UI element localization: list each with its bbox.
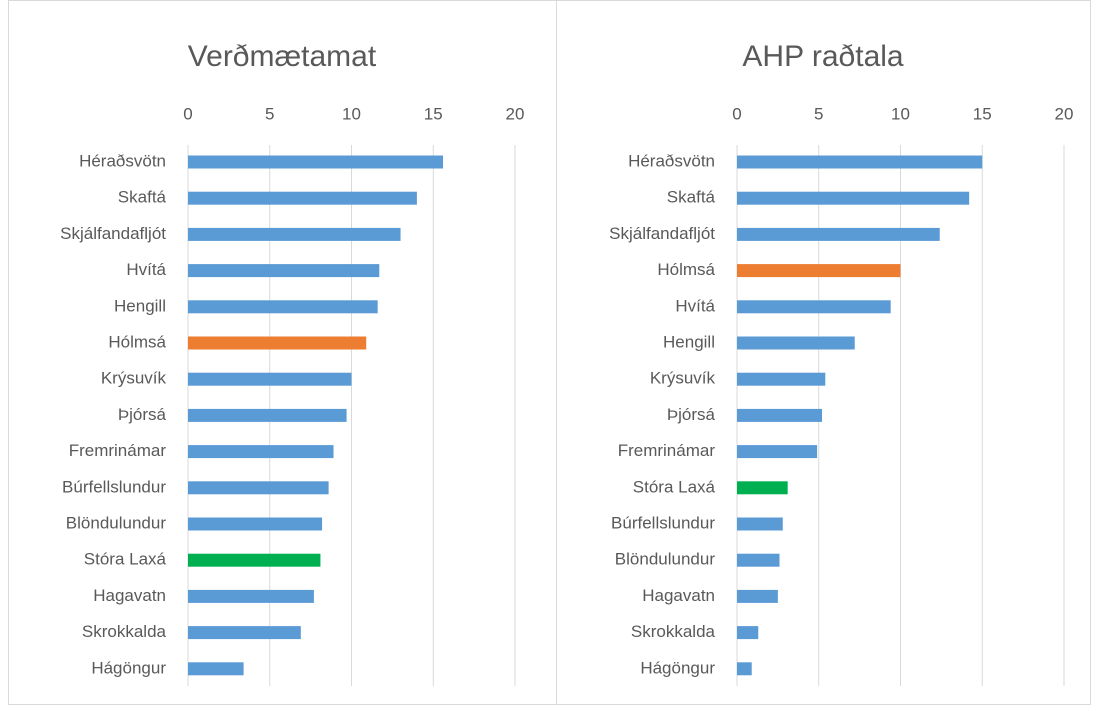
bar [737, 300, 891, 314]
category-label: Blöndulundur [615, 550, 716, 569]
bar [188, 445, 334, 459]
category-label: Krýsuvík [101, 369, 167, 388]
category-label: Skrokkalda [82, 622, 167, 641]
bar [188, 408, 347, 422]
bar [737, 445, 818, 459]
bar [737, 227, 940, 241]
category-label: Hágöngur [640, 658, 715, 677]
category-label: Skaftá [118, 188, 167, 207]
panel-border [556, 0, 1091, 705]
bar [737, 662, 752, 676]
category-label: Skaftá [667, 188, 716, 207]
bar [188, 626, 301, 640]
category-label: Hagavatn [642, 586, 715, 605]
bar [737, 553, 780, 567]
x-tick-label: 20 [1055, 104, 1074, 123]
category-label: Hvítá [675, 296, 715, 315]
bar [188, 481, 329, 495]
category-label: Þjórsá [118, 405, 167, 424]
bar [737, 589, 778, 603]
category-label: Fremrinámar [618, 441, 716, 460]
x-tick-label: 5 [265, 104, 274, 123]
bar [188, 300, 378, 314]
category-label: Héraðsvötn [79, 151, 166, 170]
category-label: Skjálfandafljót [60, 224, 166, 243]
bar [737, 408, 823, 422]
category-label: Búrfellslundur [62, 477, 166, 496]
category-label: Hólmsá [108, 332, 166, 351]
category-label: Hengill [663, 332, 715, 351]
chart-title: Verðmætamat [188, 40, 377, 73]
bar [737, 336, 855, 350]
bar [737, 155, 983, 169]
x-tick-label: 0 [183, 104, 192, 123]
bar [188, 336, 367, 350]
bar [188, 191, 417, 205]
category-label: Skjálfandafljót [609, 224, 715, 243]
bar [737, 191, 970, 205]
bar [737, 372, 826, 386]
x-tick-label: 10 [891, 104, 910, 123]
category-label: Fremrinámar [69, 441, 167, 460]
bar [188, 589, 314, 603]
category-label: Stóra Laxá [84, 550, 167, 569]
category-label: Héraðsvötn [628, 151, 715, 170]
x-tick-label: 20 [506, 104, 525, 123]
category-label: Hengill [114, 296, 166, 315]
category-label: Krýsuvík [650, 369, 716, 388]
x-tick-label: 5 [814, 104, 823, 123]
category-label: Þjórsá [667, 405, 716, 424]
bar [737, 626, 759, 640]
category-label: Skrokkalda [631, 622, 716, 641]
category-label: Hólmsá [657, 260, 715, 279]
bar [188, 227, 401, 241]
bar [188, 517, 323, 531]
category-label: Stóra Laxá [633, 477, 716, 496]
chart-title: AHP raðtala [742, 40, 904, 73]
bar [737, 264, 901, 278]
bar [188, 264, 380, 278]
category-label: Hágöngur [91, 658, 166, 677]
bar [188, 553, 321, 567]
bar [737, 481, 788, 495]
category-label: Hvítá [126, 260, 166, 279]
bar [188, 372, 352, 386]
bar [188, 155, 444, 169]
category-label: Búrfellslundur [611, 513, 715, 532]
x-tick-label: 15 [424, 104, 443, 123]
bar [737, 517, 783, 531]
x-tick-label: 15 [973, 104, 992, 123]
x-tick-label: 10 [342, 104, 361, 123]
x-tick-label: 0 [732, 104, 741, 123]
bar [188, 662, 244, 676]
category-label: Blöndulundur [66, 513, 167, 532]
category-label: Hagavatn [93, 586, 166, 605]
